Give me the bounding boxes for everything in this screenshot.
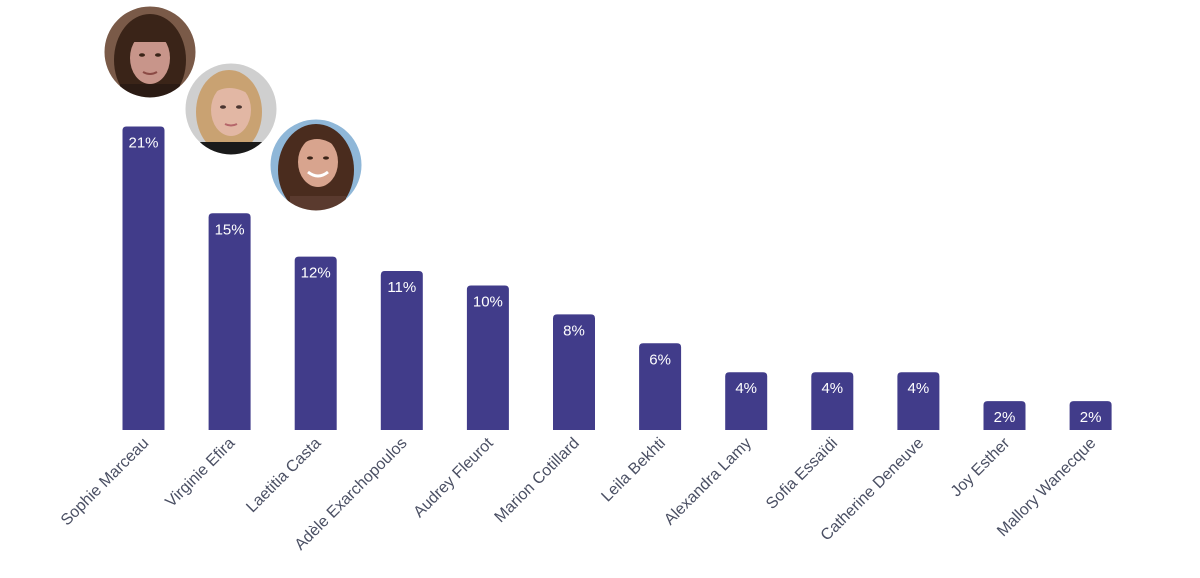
data-label-joy-esther: 2% bbox=[994, 409, 1016, 426]
data-label-catherine-deneuve: 4% bbox=[908, 380, 930, 397]
data-labels-layer: 21% 15% 12% 11% 10% 8% 6% 4% 4% 4% 2% 2% bbox=[128, 135, 1101, 427]
bars-layer bbox=[122, 126, 1112, 431]
category-label-sofia-essaidi: Sofia Essaïdi bbox=[763, 435, 841, 513]
bar-sophie-marceau bbox=[122, 126, 165, 431]
bar-alexandra-lamy bbox=[725, 372, 768, 430]
data-label-laetitia-casta: 12% bbox=[301, 265, 331, 282]
data-label-sophie-marceau: 21% bbox=[128, 135, 158, 152]
portrait-virginie-efira bbox=[185, 63, 277, 155]
category-label-leila-bekhti: Leila Bekhti bbox=[598, 435, 669, 506]
bar-leila-bekhti bbox=[639, 343, 682, 430]
category-label-audrey-fleurot: Audrey Fleurot bbox=[411, 434, 498, 521]
bar-virginie-efira bbox=[208, 213, 251, 430]
data-label-alexandra-lamy: 4% bbox=[735, 380, 757, 397]
category-label-mallory-wanecque: Mallory Wanecque bbox=[994, 435, 1099, 540]
category-label-alexandra-lamy: Alexandra Lamy bbox=[661, 435, 755, 529]
category-label-joy-esther: Joy Esther bbox=[948, 434, 1014, 500]
data-label-leila-bekhti: 6% bbox=[649, 351, 671, 368]
category-labels-layer: Sophie Marceau Virginie Efira Laetitia Cas… bbox=[58, 434, 1100, 553]
bar-mallory-wanecque bbox=[1069, 401, 1112, 430]
bar-marion-cotillard bbox=[553, 314, 595, 430]
portrait-sophie-marceau bbox=[104, 6, 196, 98]
data-label-marion-cotillard: 8% bbox=[563, 322, 585, 339]
data-label-adele-exarchopoulos: 11% bbox=[387, 279, 416, 296]
bar-sofia-essaidi bbox=[811, 372, 854, 430]
bar-laetitia-casta bbox=[294, 256, 337, 430]
data-label-virginie-efira: 15% bbox=[215, 221, 245, 238]
data-label-sofia-essaidi: 4% bbox=[821, 380, 843, 397]
category-label-virginie-efira: Virginie Efira bbox=[162, 435, 238, 511]
portrait-laetitia-casta bbox=[270, 119, 362, 211]
category-label-sophie-marceau: Sophie Marceau bbox=[58, 435, 152, 529]
bar-catherine-deneuve bbox=[897, 372, 940, 430]
category-label-laetitia-casta: Laetitia Casta bbox=[243, 435, 324, 516]
category-label-marion-cotillard: Marion Cotillard bbox=[492, 435, 583, 526]
bar-adele-exarchopoulos bbox=[380, 271, 423, 430]
bar-audrey-fleurot bbox=[466, 285, 509, 430]
bar-joy-esther bbox=[983, 401, 1026, 430]
data-label-mallory-wanecque: 2% bbox=[1080, 409, 1102, 426]
data-label-audrey-fleurot: 10% bbox=[473, 294, 503, 311]
